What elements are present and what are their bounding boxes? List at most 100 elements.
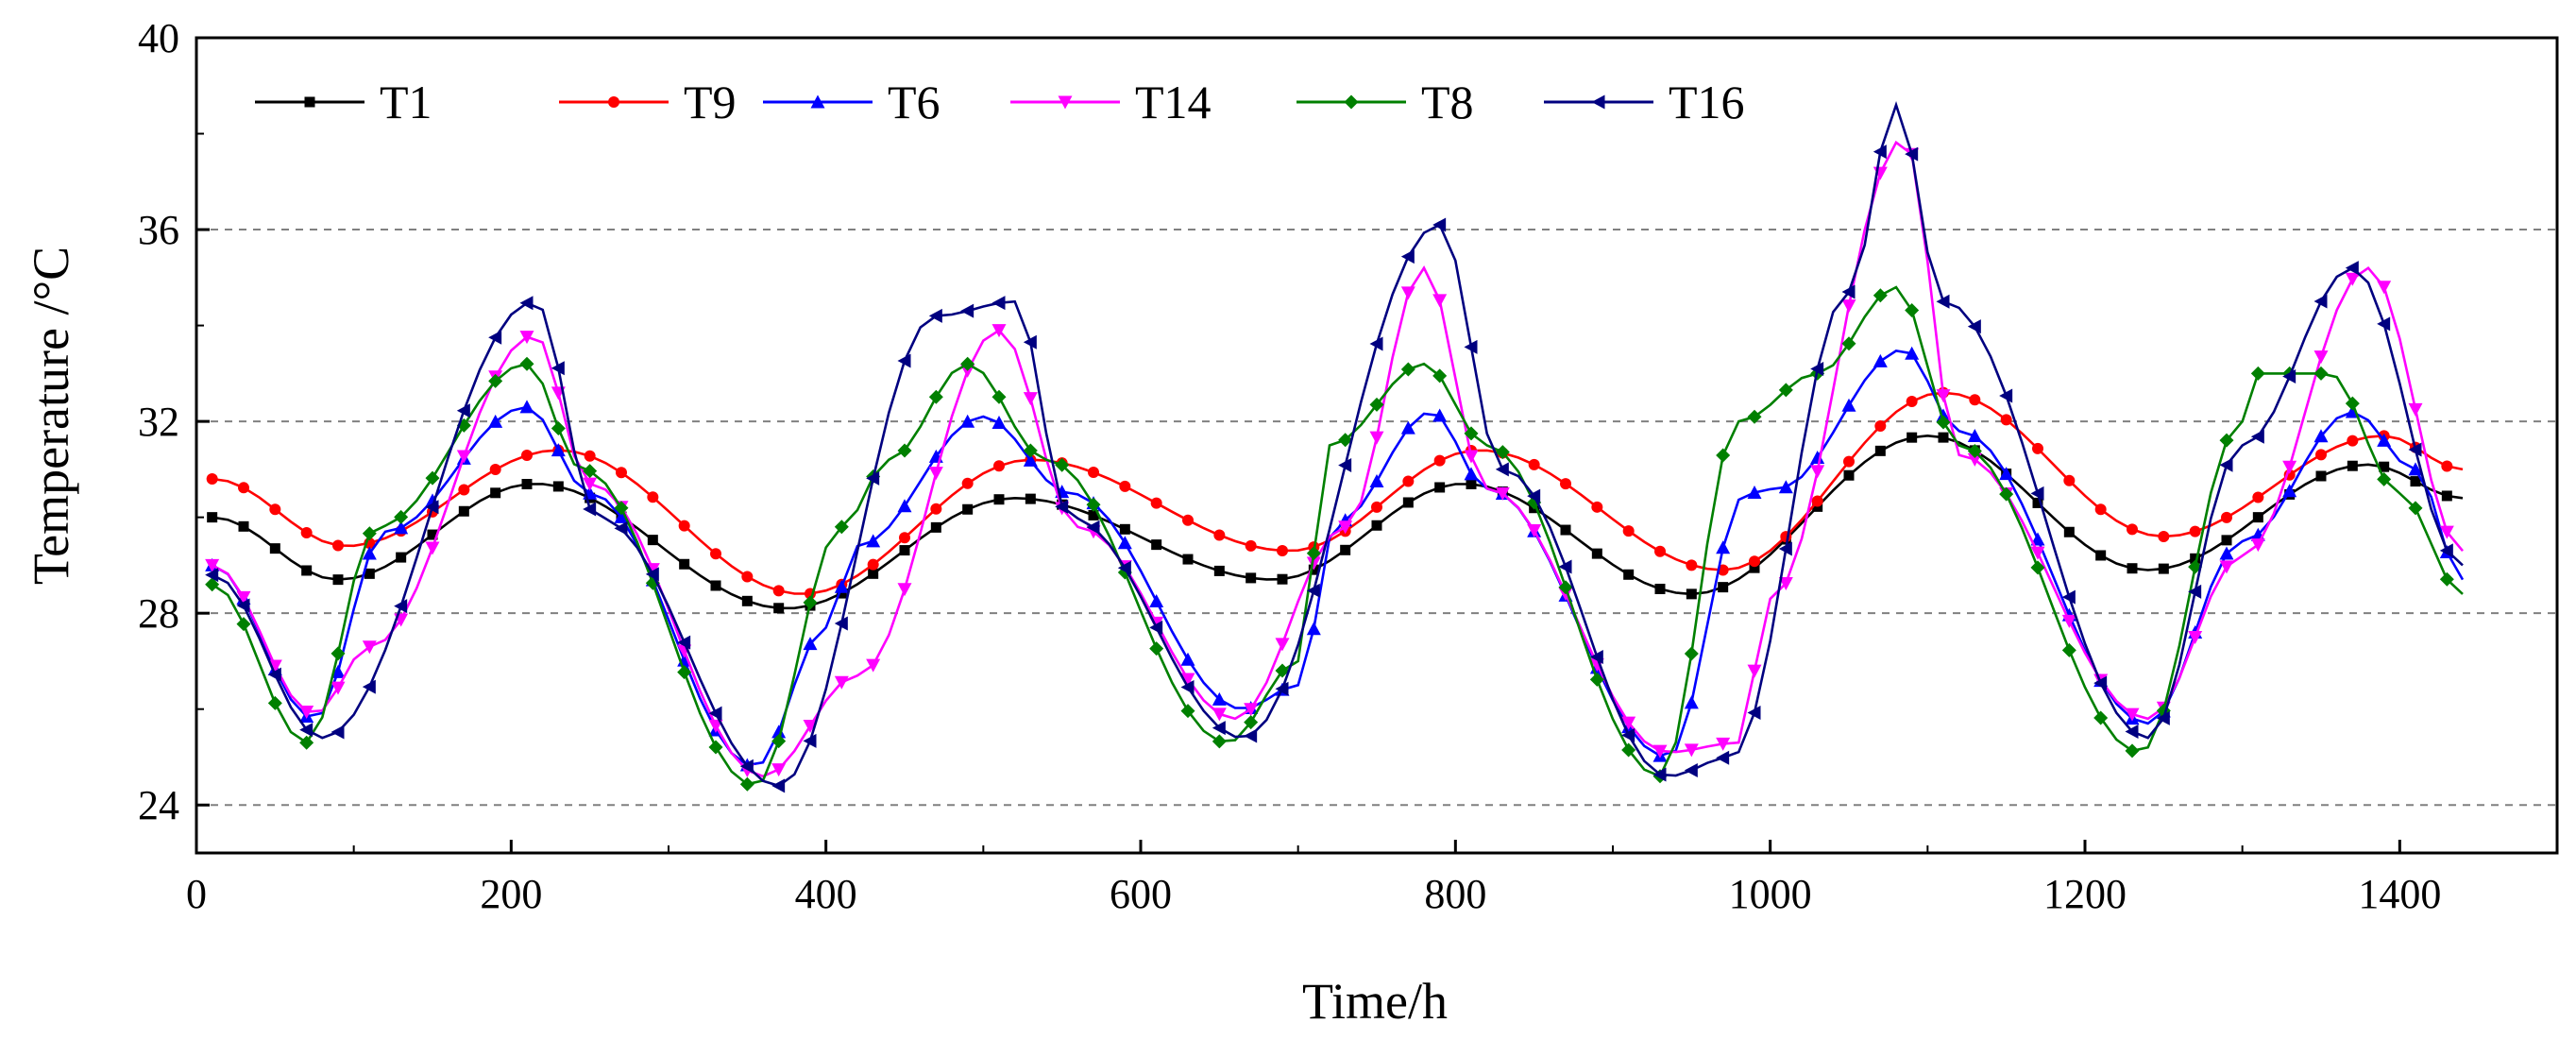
data-point-T1 [1843, 469, 1855, 481]
data-point-T14 [1936, 389, 1951, 403]
data-point-T9 [930, 503, 942, 515]
data-point-T16 [2250, 429, 2264, 444]
data-point-T9 [647, 491, 659, 503]
data-point-T9 [2221, 511, 2232, 523]
data-point-T16 [1905, 146, 1919, 162]
data-point-T6 [897, 499, 912, 513]
data-point-T9 [1433, 454, 1446, 467]
data-point-T9 [1969, 394, 1981, 406]
data-point-T9 [206, 473, 218, 486]
data-point-T14 [2345, 272, 2360, 286]
y-tick-label-32: 32 [138, 399, 179, 445]
data-point-T16 [1967, 319, 1981, 334]
data-point-T9 [1874, 420, 1887, 433]
data-point-T8 [2313, 366, 2329, 381]
legend-marker-T14 [1058, 95, 1073, 110]
data-point-T8 [1716, 448, 1731, 463]
data-point-T14 [2282, 460, 2297, 474]
data-point-T16 [1180, 680, 1195, 695]
legend-label-T16: T16 [1669, 76, 1745, 128]
data-point-T8 [551, 420, 566, 435]
data-point-T1 [2379, 461, 2390, 472]
data-point-T8 [1055, 457, 1070, 472]
data-point-T1 [1874, 445, 1886, 456]
data-point-T1 [2032, 497, 2043, 508]
data-point-T16 [1464, 339, 1478, 354]
series-line-T1 [212, 434, 2464, 610]
data-point-T8 [299, 735, 314, 750]
data-point-T8 [2377, 471, 2392, 486]
data-point-T16 [739, 759, 754, 774]
data-point-T9 [1560, 478, 1571, 490]
x-tick-label-600: 600 [1110, 871, 1172, 917]
data-point-T8 [2219, 433, 2234, 448]
y-tick-label-36: 36 [138, 207, 179, 253]
series-T9 [206, 386, 2464, 600]
data-point-T9 [616, 467, 627, 479]
data-point-T8 [1400, 362, 1415, 377]
data-point-T1 [868, 568, 879, 579]
data-point-T16 [1621, 727, 1635, 742]
data-point-T8 [2439, 571, 2454, 587]
data-point-T9 [1245, 539, 1257, 552]
data-point-T14 [583, 477, 598, 491]
data-point-T1 [1088, 509, 1099, 520]
data-point-T1 [2252, 512, 2263, 523]
legend-item-T8: T8 [1296, 76, 1474, 128]
data-point-T9 [584, 450, 596, 462]
data-point-T16 [677, 635, 691, 650]
data-point-T6 [2408, 462, 2423, 476]
data-point-T6 [1400, 420, 1415, 435]
data-point-T8 [2250, 366, 2265, 381]
data-point-T6 [803, 637, 818, 651]
data-point-T6 [1117, 536, 1132, 550]
data-point-T14 [834, 675, 849, 690]
x-tick-label-1400: 1400 [2358, 871, 2441, 917]
data-point-T16 [1023, 334, 1037, 350]
data-point-T1 [1654, 583, 1666, 594]
data-point-T14 [1275, 638, 1290, 652]
data-point-T14 [267, 659, 282, 673]
data-point-T8 [583, 464, 598, 479]
data-point-T1 [238, 520, 249, 532]
data-point-T9 [1402, 475, 1415, 487]
data-point-T8 [1464, 426, 1479, 441]
data-point-T8 [2408, 501, 2423, 516]
data-point-T14 [928, 467, 943, 481]
data-point-T1 [458, 505, 469, 517]
data-point-T1 [1434, 482, 1446, 493]
data-point-T6 [2219, 546, 2234, 560]
data-point-T14 [1306, 556, 1321, 571]
data-point-T16 [2156, 710, 2170, 725]
data-point-T14 [1652, 744, 1668, 759]
data-point-T1 [2221, 535, 2232, 546]
data-point-T1 [1686, 588, 1697, 600]
data-point-T9 [1780, 531, 1792, 543]
data-point-T14 [897, 583, 912, 597]
data-point-T8 [2093, 710, 2109, 725]
data-point-T1 [993, 494, 1005, 505]
data-point-T14 [1527, 524, 1542, 538]
data-point-T6 [330, 664, 346, 678]
data-point-T14 [330, 681, 346, 695]
data-point-T1 [1213, 565, 1225, 576]
data-point-T8 [2061, 642, 2076, 657]
data-point-T14 [2188, 631, 2203, 645]
data-point-T8 [1369, 397, 1384, 412]
data-point-T8 [425, 470, 440, 486]
y-axis-title: Temperature /°C [23, 247, 79, 585]
data-point-T6 [1464, 467, 1479, 481]
legend-item-T14: T14 [1010, 76, 1212, 128]
data-point-T1 [364, 568, 375, 579]
data-point-T14 [1967, 452, 1982, 467]
x-tick-label-0: 0 [186, 871, 207, 917]
data-point-T16 [1275, 681, 1289, 696]
data-point-T16 [803, 733, 817, 748]
data-point-T1 [269, 543, 280, 554]
data-point-T16 [708, 706, 722, 721]
data-point-T14 [708, 719, 723, 733]
data-point-T16 [2282, 368, 2296, 384]
data-point-T8 [960, 356, 975, 371]
data-point-T8 [1306, 546, 1321, 561]
data-point-T8 [519, 356, 534, 371]
